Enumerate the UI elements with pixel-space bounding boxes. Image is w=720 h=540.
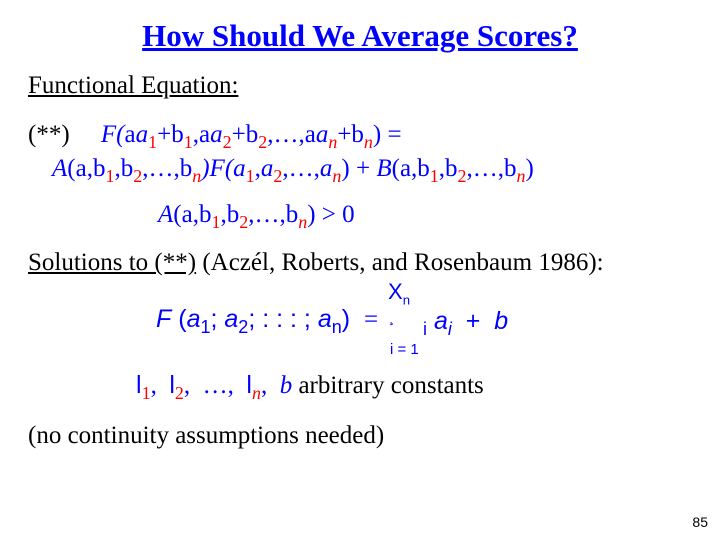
inequality-line: A(a,b1,b2,…,bn) > 0 <box>28 198 692 232</box>
slide-root: How Should We Average Scores? Functional… <box>0 0 720 540</box>
equation-line-1: (**) F(aa1+b1,aa2+b2,…,aan+bn) = <box>28 118 692 152</box>
eq-line1: F(aa1+b1,aa2+b2,…,aan+bn) = <box>101 121 402 148</box>
solutions-heading: Solutions to (**) (Aczél, Roberts, and R… <box>28 249 692 277</box>
formula-sum-glyph: ¸ <box>389 309 394 327</box>
footer-note: (no continuity assumptions needed) <box>28 422 692 450</box>
formula-sum-bottom: i = 1 <box>390 341 419 358</box>
eq-marker: (**) <box>28 121 70 148</box>
page-number: 85 <box>692 514 708 530</box>
formula-block: Xn F (a1; a2; : : : ; an) = ¸ i ai + b i… <box>28 279 692 365</box>
equation-block: (**) F(aa1+b1,aa2+b2,…,aan+bn) = A(a,b1,… <box>28 118 692 231</box>
formula-sum-top: Xn <box>388 279 410 305</box>
formula-tail: i ai + b <box>423 307 508 336</box>
formula-main: F (a1; a2; : : : ; an) = <box>156 305 378 334</box>
section-subtitle: Functional Equation: <box>28 72 692 100</box>
page-title: How Should We Average Scores? <box>28 18 692 54</box>
equation-line-2: A(a,b1,b2,…,bn)F(a1,a2,…,an) + B(a,b1,b2… <box>28 152 692 186</box>
constants-line: l1, l2, …, ln, b arbitrary constants <box>28 371 692 400</box>
